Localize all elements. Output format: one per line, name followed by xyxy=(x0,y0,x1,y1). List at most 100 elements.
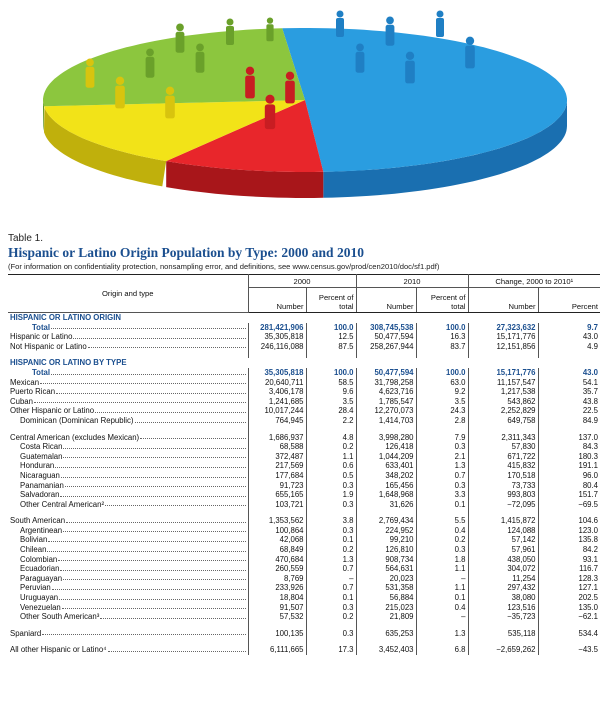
column-header: Percent of total xyxy=(415,287,468,313)
spacer xyxy=(8,425,601,433)
spacer xyxy=(8,621,601,629)
column-group: 2000 xyxy=(247,274,356,288)
cell: 635,253 xyxy=(355,628,416,639)
cell: 764,945 xyxy=(247,415,306,426)
dot-leader xyxy=(55,461,246,468)
table-row: Argentinean 100,864 0.3 224,952 0.4 124,088 12… xyxy=(8,525,601,536)
spacer-cell xyxy=(305,351,356,359)
cell: 35,305,818 xyxy=(247,332,306,342)
cell: 63.0 xyxy=(415,377,468,388)
cell: 35.7 xyxy=(537,387,601,397)
spacer-cell xyxy=(247,638,306,646)
cell: 27,323,632 xyxy=(467,322,538,333)
cell: 84.2 xyxy=(537,545,601,555)
cell: 1,414,703 xyxy=(355,415,416,426)
cell: 24.3 xyxy=(415,406,468,416)
cell: 908,734 xyxy=(355,554,416,565)
label-leader: Total xyxy=(10,323,246,333)
label-leader: Paraguayan xyxy=(10,574,246,584)
cell: 993,803 xyxy=(467,490,538,500)
row-label: Spaniard xyxy=(8,629,248,639)
figure-head xyxy=(356,43,364,52)
cell: 11,157,547 xyxy=(467,377,538,388)
cell: 5.5 xyxy=(415,516,468,526)
row-label: Cuban xyxy=(8,397,248,407)
table-row: Total 281,421,906 100.0 308,745,538 100.0 27,… xyxy=(8,322,601,333)
spacer-cell xyxy=(537,425,601,433)
cell: 7.9 xyxy=(415,432,468,443)
label-text: Other Central American² xyxy=(20,499,105,509)
label-text: Not Hispanic or Latino xyxy=(10,341,87,351)
row-label: Nicaraguan xyxy=(8,471,248,481)
cell: 1.8 xyxy=(415,554,468,565)
cell: 535,118 xyxy=(467,628,538,639)
cell: 100,135 xyxy=(247,628,306,639)
cell: 0.3 xyxy=(305,480,356,491)
cell: 0.2 xyxy=(305,612,356,622)
cell: 20,023 xyxy=(355,573,416,584)
cell: 531,358 xyxy=(355,583,416,594)
cell: 0.3 xyxy=(305,525,356,536)
cell: −69.5 xyxy=(537,499,601,510)
cell: 12,151,856 xyxy=(467,341,538,352)
cell: 0.4 xyxy=(415,602,468,613)
cell: 104.6 xyxy=(537,516,601,526)
label-leader: Salvadoran xyxy=(10,490,246,500)
label-text: South American xyxy=(10,516,66,526)
table-row: Chilean 68,849 0.2 126,810 0.3 57,961 84.2 xyxy=(8,545,601,555)
label-text: HISPANIC OR LATINO BY TYPE xyxy=(10,358,127,368)
label-text: Spaniard xyxy=(10,628,42,638)
table: Origin and type 2000 2010 Change, 2000 t… xyxy=(8,274,601,655)
figure-body xyxy=(245,75,255,99)
cell: 3.5 xyxy=(305,396,356,407)
spacer-cell xyxy=(415,425,468,433)
figure-head xyxy=(226,18,234,26)
cell: 297,432 xyxy=(467,583,538,594)
figure-head xyxy=(386,16,394,25)
cell: 28.4 xyxy=(305,406,356,416)
figure-body xyxy=(336,18,344,37)
cell: −62.1 xyxy=(537,612,601,622)
cell: 281,421,906 xyxy=(247,322,306,333)
dot-leader xyxy=(48,535,246,543)
label-text: Panamanian xyxy=(20,480,64,490)
cell: 43.0 xyxy=(537,332,601,342)
label-leader: Puerto Rican xyxy=(10,387,246,397)
label-leader: Hispanic or Latino xyxy=(10,332,246,342)
cell: 0.1 xyxy=(305,535,356,546)
column-header: Percent xyxy=(537,287,601,313)
cell: 22.5 xyxy=(537,406,601,416)
spacer-cell xyxy=(415,638,468,646)
cell: 1.3 xyxy=(415,461,468,471)
cell: 2.8 xyxy=(415,415,468,426)
label-leader: Other Central American² xyxy=(10,500,246,510)
cell: 50,477,594 xyxy=(355,367,416,378)
cell: 9.7 xyxy=(537,322,601,333)
cell: 372,487 xyxy=(247,451,306,462)
table-row: Paraguayan 8,769–20,023–11,254 128.3 xyxy=(8,573,601,584)
spacer-cell xyxy=(537,509,601,517)
cell: – xyxy=(415,612,468,622)
cell: 91,507 xyxy=(247,602,306,613)
table-row: Other Hispanic or Latino 10,017,244 28.4 12… xyxy=(8,406,601,416)
table-row: Costa Rican 68,588 0.2 126,418 0.3 57,830 84.3 xyxy=(8,442,601,452)
spacer-cell xyxy=(8,622,248,629)
label-text: Uruguayan xyxy=(20,593,59,603)
label-leader: Other Hispanic or Latino xyxy=(10,406,246,416)
cell: 31,798,258 xyxy=(355,377,416,388)
cell: 151.7 xyxy=(537,490,601,500)
cell: 1.1 xyxy=(415,564,468,574)
cell: 246,116,088 xyxy=(247,341,306,352)
spacer-cell xyxy=(415,621,468,629)
cell: 103,721 xyxy=(247,499,306,510)
cell: 1,044,209 xyxy=(355,451,416,462)
row-label: Chilean xyxy=(8,545,248,555)
figure-head xyxy=(285,71,295,81)
cell: – xyxy=(305,573,356,584)
cell: 348,202 xyxy=(355,470,416,481)
spacer-cell xyxy=(537,638,601,646)
spacer-cell xyxy=(355,425,416,433)
cell: – xyxy=(415,573,468,584)
row-label: Total xyxy=(8,368,248,378)
cell: 1,353,562 xyxy=(247,516,306,526)
